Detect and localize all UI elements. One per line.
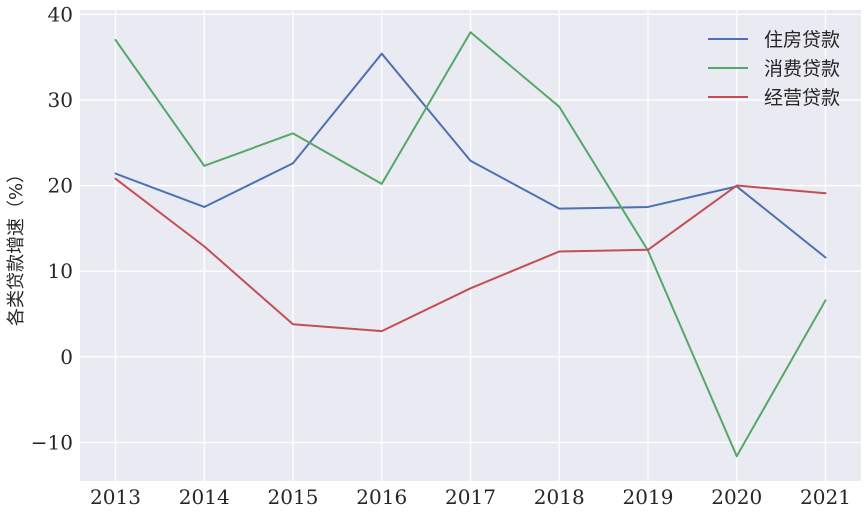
series-line-2 (114, 31, 827, 458)
x-tick-label: 2015 (268, 485, 319, 509)
y-tick-label: 10 (48, 259, 73, 283)
x-tick-label: 2013 (90, 485, 141, 509)
series-line-1 (114, 52, 827, 259)
y-axis-ticks: −10 0 10 20 30 40 (31, 2, 73, 454)
legend-label: 经营贷款 (764, 87, 840, 109)
series-layer (114, 31, 827, 458)
legend-label: 消费贷款 (764, 58, 840, 80)
x-tick-label: 2018 (534, 485, 585, 509)
y-tick-label: −10 (31, 430, 73, 454)
legend-entry-1: 住房贷款 (708, 29, 840, 51)
y-axis-label: 各类贷款增速（%） (6, 165, 27, 326)
legend-entry-2: 消费贷款 (708, 58, 840, 80)
x-tick-label: 2019 (623, 485, 674, 509)
x-axis-ticks: 2013 2014 2015 2016 2017 2018 2019 2020 2021 (90, 485, 851, 509)
y-tick-label: 30 (48, 88, 73, 112)
y-tick-label: 0 (60, 345, 73, 369)
x-tick-label: 2016 (356, 485, 407, 509)
x-tick-label: 2020 (711, 485, 762, 509)
x-tick-label: 2014 (179, 485, 230, 509)
x-tick-label: 2021 (800, 485, 851, 509)
y-tick-label: 20 (48, 174, 73, 198)
series-line-3 (114, 177, 827, 333)
y-tick-label: 40 (48, 2, 73, 26)
legend-entry-3: 经营贷款 (708, 87, 840, 109)
legend-label: 住房贷款 (764, 29, 840, 51)
x-tick-label: 2017 (445, 485, 496, 509)
